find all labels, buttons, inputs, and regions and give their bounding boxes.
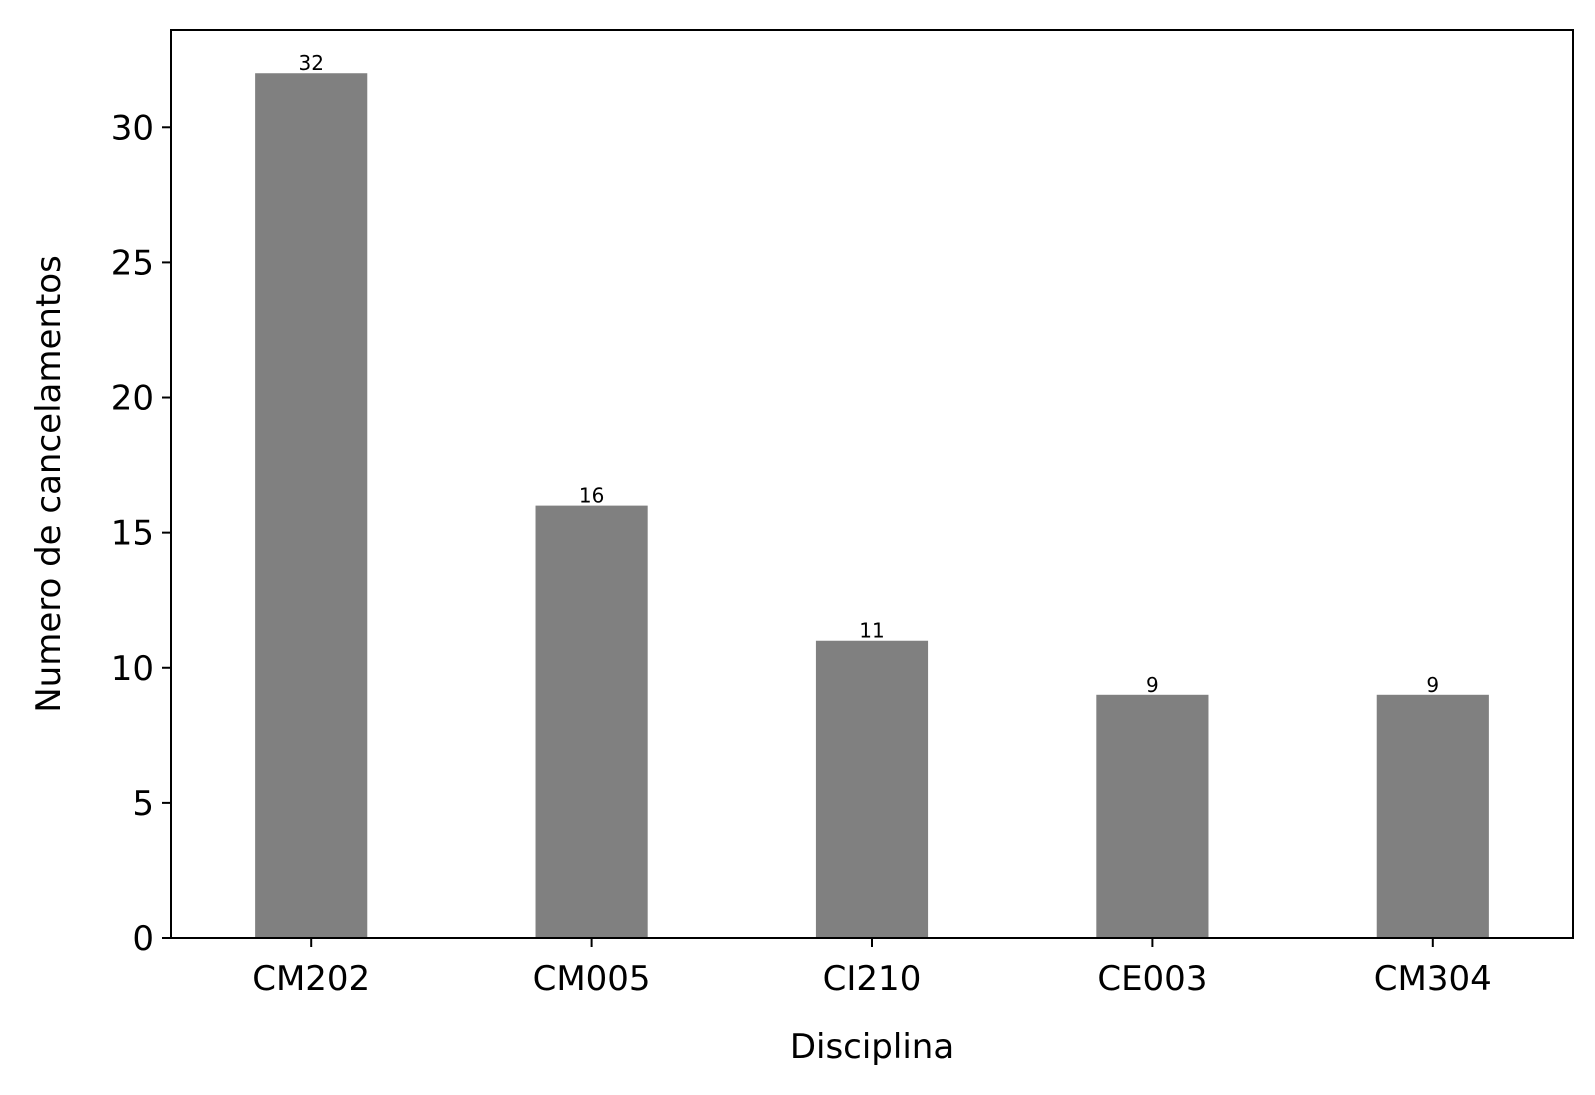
bar-ce003	[1096, 694, 1209, 938]
x-axis-label: Disciplina	[790, 1027, 954, 1067]
y-tick-label: 10	[111, 649, 154, 689]
y-tick-label: 25	[111, 243, 154, 283]
y-axis: 0 5 10 15 20 25 30	[111, 108, 171, 959]
data-label-cm202: 32	[298, 51, 323, 75]
y-tick-label: 15	[111, 514, 154, 554]
data-labels-group: 32 16 11 9 9	[298, 51, 1439, 697]
x-tick-label: CM304	[1374, 959, 1492, 999]
bar-cm304	[1376, 694, 1489, 938]
y-tick-label: 5	[132, 784, 154, 824]
bar-cm202	[255, 73, 368, 938]
data-label-cm304: 9	[1426, 673, 1439, 697]
bar-ci210	[815, 640, 929, 938]
bars-group	[255, 73, 1489, 938]
x-tick-label: CI210	[823, 959, 922, 999]
y-tick-label: 0	[132, 919, 154, 959]
x-axis: CM202 CM005 CI210 CE003 CM304	[252, 938, 1492, 999]
bar-cm005	[535, 505, 648, 938]
x-tick-label: CM202	[252, 959, 370, 999]
y-axis-label: Numero de cancelamentos	[29, 255, 69, 713]
plot-frame	[170, 29, 1574, 939]
data-label-cm005: 16	[579, 484, 604, 508]
data-label-ci210: 11	[859, 619, 884, 643]
x-tick-label: CM005	[533, 959, 651, 999]
y-tick-label: 30	[111, 108, 154, 148]
data-label-ce003: 9	[1146, 673, 1159, 697]
x-tick-label: CE003	[1097, 959, 1207, 999]
y-tick-label: 20	[111, 379, 154, 419]
